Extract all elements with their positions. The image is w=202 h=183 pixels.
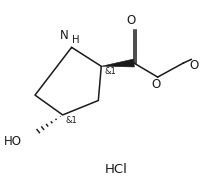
- Text: N: N: [60, 29, 69, 42]
- Text: HO: HO: [4, 135, 22, 148]
- Text: &1: &1: [104, 67, 116, 76]
- Text: O: O: [126, 14, 136, 27]
- Polygon shape: [101, 59, 134, 67]
- Text: &1: &1: [66, 116, 77, 125]
- Text: O: O: [151, 78, 160, 91]
- Text: HCl: HCl: [105, 163, 127, 176]
- Text: H: H: [72, 36, 79, 46]
- Text: O: O: [189, 59, 199, 72]
